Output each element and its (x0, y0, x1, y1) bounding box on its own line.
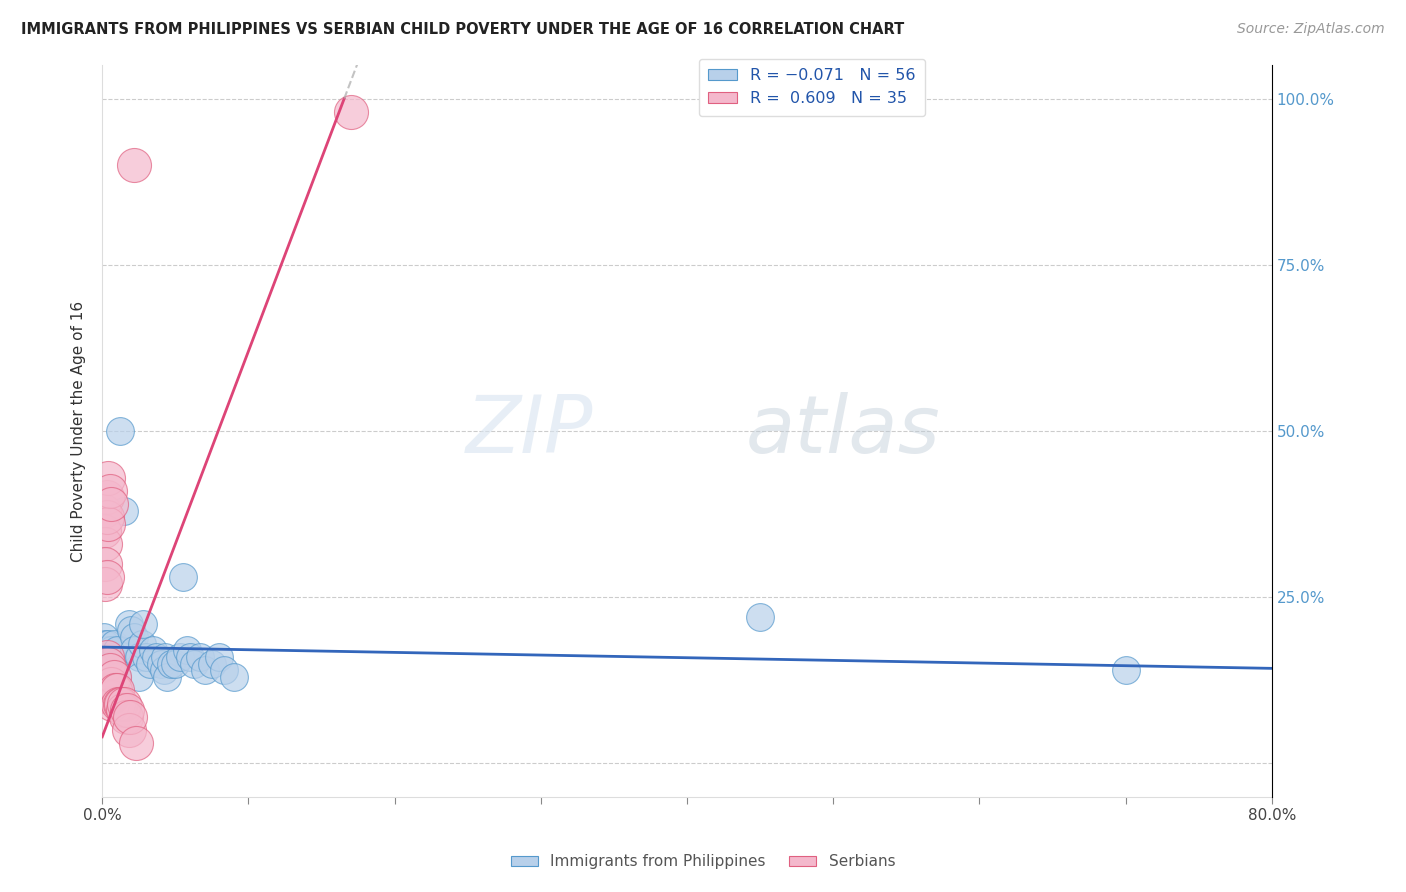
Point (104, 683, 127, 698)
Y-axis label: Child Poverty Under the Age of 16: Child Poverty Under the Age of 16 (72, 301, 86, 562)
Point (107, 697, 129, 711)
Point (222, 670, 245, 684)
Point (169, 650, 191, 665)
Point (749, 610, 772, 624)
Point (97, 517, 120, 532)
Point (93, 504, 115, 518)
Point (94, 577, 117, 591)
Point (208, 650, 231, 665)
Text: IMMIGRANTS FROM PHILIPPINES VS SERBIAN CHILD POVERTY UNDER THE AGE OF 16 CORRELA: IMMIGRANTS FROM PHILIPPINES VS SERBIAN C… (21, 22, 904, 37)
Point (149, 657, 172, 671)
Point (118, 710, 141, 724)
Point (139, 657, 162, 671)
Point (101, 664, 124, 678)
Point (100, 676, 122, 690)
Point (96, 650, 118, 665)
Point (117, 616, 139, 631)
Point (98, 657, 121, 671)
Point (97, 657, 120, 671)
Point (100, 657, 122, 671)
Point (145, 650, 167, 665)
Point (176, 643, 198, 657)
Point (120, 624, 142, 638)
Point (153, 650, 176, 665)
Point (115, 703, 138, 717)
Point (97, 650, 120, 665)
Point (131, 637, 153, 651)
Point (93, 643, 115, 657)
Point (94, 537, 117, 551)
Point (100, 643, 122, 657)
Point (96, 643, 118, 657)
Legend: R = −0.071   N = 56, R =  0.609   N = 35: R = −0.071 N = 56, R = 0.609 N = 35 (699, 59, 925, 116)
Point (110, 697, 132, 711)
Point (96, 510, 118, 524)
Point (103, 637, 125, 651)
Point (188, 650, 211, 665)
Point (97, 470, 120, 484)
Text: ZIP: ZIP (467, 392, 593, 470)
Point (111, 703, 134, 717)
Point (94, 664, 117, 678)
Point (193, 664, 215, 678)
Point (128, 670, 150, 684)
Point (135, 650, 157, 665)
Point (104, 664, 127, 678)
Point (155, 670, 177, 684)
Point (124, 630, 146, 644)
Point (101, 697, 124, 711)
Point (142, 643, 165, 657)
Point (114, 710, 136, 724)
Point (96, 650, 118, 665)
Point (112, 697, 135, 711)
Point (105, 683, 128, 698)
Text: Source: ZipAtlas.com: Source: ZipAtlas.com (1237, 22, 1385, 37)
Point (128, 650, 150, 665)
Point (183, 657, 205, 671)
Point (97, 690, 120, 704)
Point (101, 690, 124, 704)
Point (160, 657, 183, 671)
Point (103, 657, 125, 671)
Point (117, 723, 139, 738)
Point (101, 650, 124, 665)
Point (96, 570, 118, 584)
Point (1115, 664, 1137, 678)
Point (172, 570, 194, 584)
Point (108, 424, 131, 438)
Point (94, 657, 117, 671)
Point (98, 483, 121, 498)
Point (152, 664, 174, 678)
Point (165, 657, 187, 671)
Point (93, 524, 115, 538)
Point (124, 643, 146, 657)
Point (105, 670, 128, 684)
Point (100, 497, 122, 511)
Point (108, 697, 131, 711)
Point (112, 504, 135, 518)
Point (98, 664, 121, 678)
Point (339, 104, 361, 119)
Point (125, 737, 148, 751)
Text: atlas: atlas (745, 392, 941, 470)
Point (96, 657, 118, 671)
Point (94, 637, 117, 651)
Point (97, 664, 120, 678)
Point (97, 637, 120, 651)
Point (124, 158, 146, 172)
Point (98, 670, 121, 684)
Point (93, 630, 115, 644)
Point (105, 643, 128, 657)
Point (103, 670, 125, 684)
Point (212, 664, 235, 678)
Legend: Immigrants from Philippines, Serbians: Immigrants from Philippines, Serbians (505, 848, 901, 875)
Point (132, 616, 155, 631)
Point (201, 657, 224, 671)
Point (98, 690, 121, 704)
Point (179, 650, 201, 665)
Point (94, 557, 117, 571)
Point (96, 491, 118, 505)
Point (98, 650, 121, 665)
